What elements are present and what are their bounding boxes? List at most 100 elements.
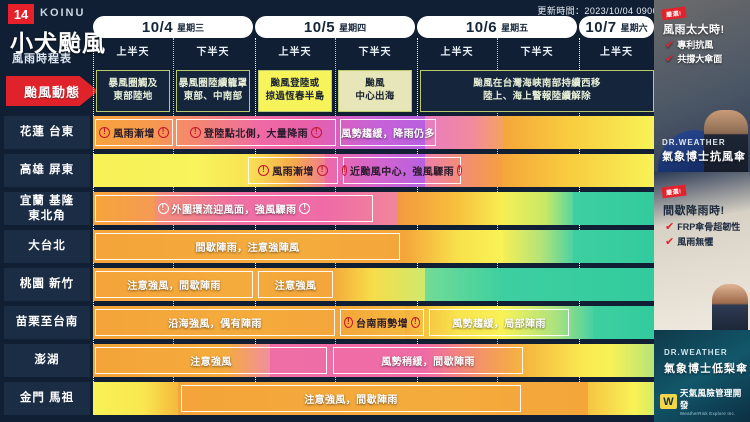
- intensity-segment: [573, 230, 654, 263]
- row-label-3: 宜蘭 基隆 東北角: [4, 192, 90, 225]
- day-header-1: 10/4 星期三: [93, 16, 253, 38]
- dynamics-line: 颱風在台灣海峽南部持續西移: [473, 78, 601, 90]
- intensity-segment: [225, 344, 270, 377]
- row-label-7: 澎湖: [4, 344, 90, 377]
- day-date: 10/6: [465, 18, 498, 36]
- ad-bullet-text: FRP傘骨超韌性: [677, 222, 741, 232]
- dynamics-cell-3: 颱風登陸或 掠過恆春半島: [258, 70, 332, 112]
- warning-bar-text: 間歇陣雨，注意強陣風: [195, 243, 300, 254]
- spokesperson-photo: [704, 110, 748, 172]
- column-separator-1: [93, 38, 94, 414]
- ad-bullet-2: ✔ 共撐大傘面: [665, 52, 722, 65]
- intensity-segment: [405, 306, 503, 339]
- day-date: 10/4: [141, 18, 174, 36]
- row-label-line: 花蓮 台東: [19, 126, 75, 139]
- ad-tag: 嚴選!: [661, 184, 687, 199]
- intensity-segment: [330, 268, 425, 301]
- intensity-segment: [525, 344, 610, 377]
- warning-bar-text: 風勢趨緩，降雨仍多: [341, 129, 435, 140]
- warning-bar: 間歇陣雨，注意強陣風: [95, 233, 400, 260]
- ad-brand-en: DR.WEATHER: [664, 348, 728, 357]
- ad-bullet-text: 風雨無懼: [677, 237, 714, 247]
- warning-bar-text: 注意強風: [274, 281, 317, 292]
- day-date: 10/5: [303, 18, 336, 36]
- row-track-8: 注意強風，間歇陣雨: [93, 382, 654, 415]
- page-subtitle: 風雨時程表: [12, 53, 72, 65]
- warning-bar: 注意強風: [258, 271, 333, 298]
- warning-bar-text: 注意強風，間歇陣雨: [127, 281, 221, 292]
- dynamics-line: 東部、中南部: [183, 91, 243, 102]
- intensity-segment: [178, 382, 588, 415]
- row-track-3: ! 外圍環流迎風面，強風驟雨!: [93, 192, 654, 225]
- day-weekday: 星期四: [339, 22, 367, 33]
- intensity-segment: [93, 230, 405, 263]
- ad-bullet-1: ✔ 專利抗風: [665, 38, 713, 51]
- half-day-label-5: 上半天: [440, 46, 474, 58]
- row-label-8: 金門 馬祖: [4, 382, 90, 415]
- ad-panel-rain-umbrella[interactable]: 嚴選! 間歇降雨時! ✔ FRP傘骨超韌性 ✔ 風雨無懼: [654, 172, 750, 330]
- row-track-6: 沿海強風，偶有陣雨! 台南雨勢增! 風勢趨緩，局部陣雨: [93, 306, 654, 339]
- half-day-label-1: 上半天: [116, 46, 150, 58]
- company-logo: W 天氣風險管理開發 WeatherRisk Explore Inc.: [660, 387, 750, 416]
- intensity-segment: [93, 382, 178, 415]
- intensity-segment: [93, 344, 225, 377]
- column-separator-6: [497, 38, 498, 414]
- alert-icon: !: [190, 127, 201, 138]
- column-separator-7: [579, 38, 580, 414]
- ad-panel-anti-wind-umbrella[interactable]: 嚴選! 風雨太大時! ✔ 專利抗風 ✔ 共撐大傘面 DR.WEATHER 氣象博…: [654, 0, 750, 172]
- intensity-segment: [270, 344, 425, 377]
- warning-bar: 注意強風，間歇陣雨: [95, 271, 253, 298]
- intensity-segment: [425, 344, 525, 377]
- intensity-segment: [425, 154, 503, 187]
- warning-bar: ! 登陸點北側，大量降雨!: [176, 119, 336, 146]
- alert-icon: !: [311, 127, 322, 138]
- row-label-6: 苗栗至台南: [4, 306, 90, 339]
- warning-bar-text: 風勢趨緩，局部陣雨: [452, 319, 546, 330]
- row-label-line: 金門 馬祖: [19, 392, 75, 405]
- column-separator-2: [173, 38, 174, 414]
- day-weekday: 星期五: [501, 22, 529, 33]
- day-weekday: 星期六: [620, 22, 648, 33]
- day-header-2: 10/5 星期四: [255, 16, 415, 38]
- page-title: 小犬颱風: [10, 30, 106, 56]
- warning-bar-text: 風雨漸增: [272, 167, 314, 178]
- intensity-segment: [503, 116, 654, 149]
- warning-bar-text: 風雨漸增: [113, 129, 155, 140]
- day-weekday: 星期三: [177, 22, 205, 33]
- sidebar-ads: 嚴選! 風雨太大時! ✔ 專利抗風 ✔ 共撐大傘面 DR.WEATHER 氣象博…: [654, 0, 750, 422]
- warning-bar-text: 近颱風中心，強風驟雨: [350, 167, 454, 178]
- day-header-4: 10/7 星期六: [579, 16, 654, 38]
- dynamics-cell-4: 颱風 中心出海: [338, 70, 412, 112]
- warning-bar: ! 外圍環流迎風面，強風驟雨!: [95, 195, 373, 222]
- intensity-segment: [425, 268, 503, 301]
- ad-panel-brand-footer[interactable]: DR.WEATHER 氣象博士低梨傘 W 天氣風險管理開發 WeatherRis…: [654, 330, 750, 422]
- intensity-segment: [588, 382, 654, 415]
- ad-tag: 嚴選!: [661, 6, 687, 21]
- warning-bar-text: 注意強風，間歇陣雨: [304, 395, 398, 406]
- alert-icon: !: [258, 165, 270, 176]
- row-track-5: 注意強風，間歇陣雨 注意強風: [93, 268, 654, 301]
- row-label-line: 苗栗至台南: [15, 316, 79, 329]
- intensity-segment: [425, 116, 503, 149]
- half-day-label-7: 上半天: [600, 46, 633, 58]
- half-day-label-2: 下半天: [196, 46, 230, 58]
- intensity-segment: [93, 192, 155, 225]
- dynamics-line: 東部陸地: [113, 91, 153, 102]
- typhoon-dynamics-label: 颱風動態: [6, 76, 98, 106]
- alert-icon: !: [341, 165, 347, 176]
- dynamics-line: 暴風圈陸續籠罩: [178, 78, 248, 90]
- half-day-label-3: 上半天: [278, 46, 312, 58]
- row-label-1: 花蓮 台東: [4, 116, 90, 149]
- intensity-segment: [503, 230, 573, 263]
- row-label-2: 高雄 屏東: [4, 154, 90, 187]
- intensity-segment: [93, 268, 330, 301]
- dynamics-line: 暴風圈觸及: [108, 78, 158, 90]
- warning-bar-text: 沿海強風，偶有陣雨: [168, 319, 262, 330]
- intensity-segment: [398, 192, 503, 225]
- row-label-line: 桃園 新竹: [19, 278, 75, 291]
- warning-bar: 風勢趨緩，局部陣雨: [429, 309, 569, 336]
- ad-headline: 風雨太大時!: [663, 24, 725, 36]
- alert-icon: !: [157, 203, 169, 214]
- intensity-segment: [253, 116, 425, 149]
- check-icon: ✔: [665, 236, 675, 248]
